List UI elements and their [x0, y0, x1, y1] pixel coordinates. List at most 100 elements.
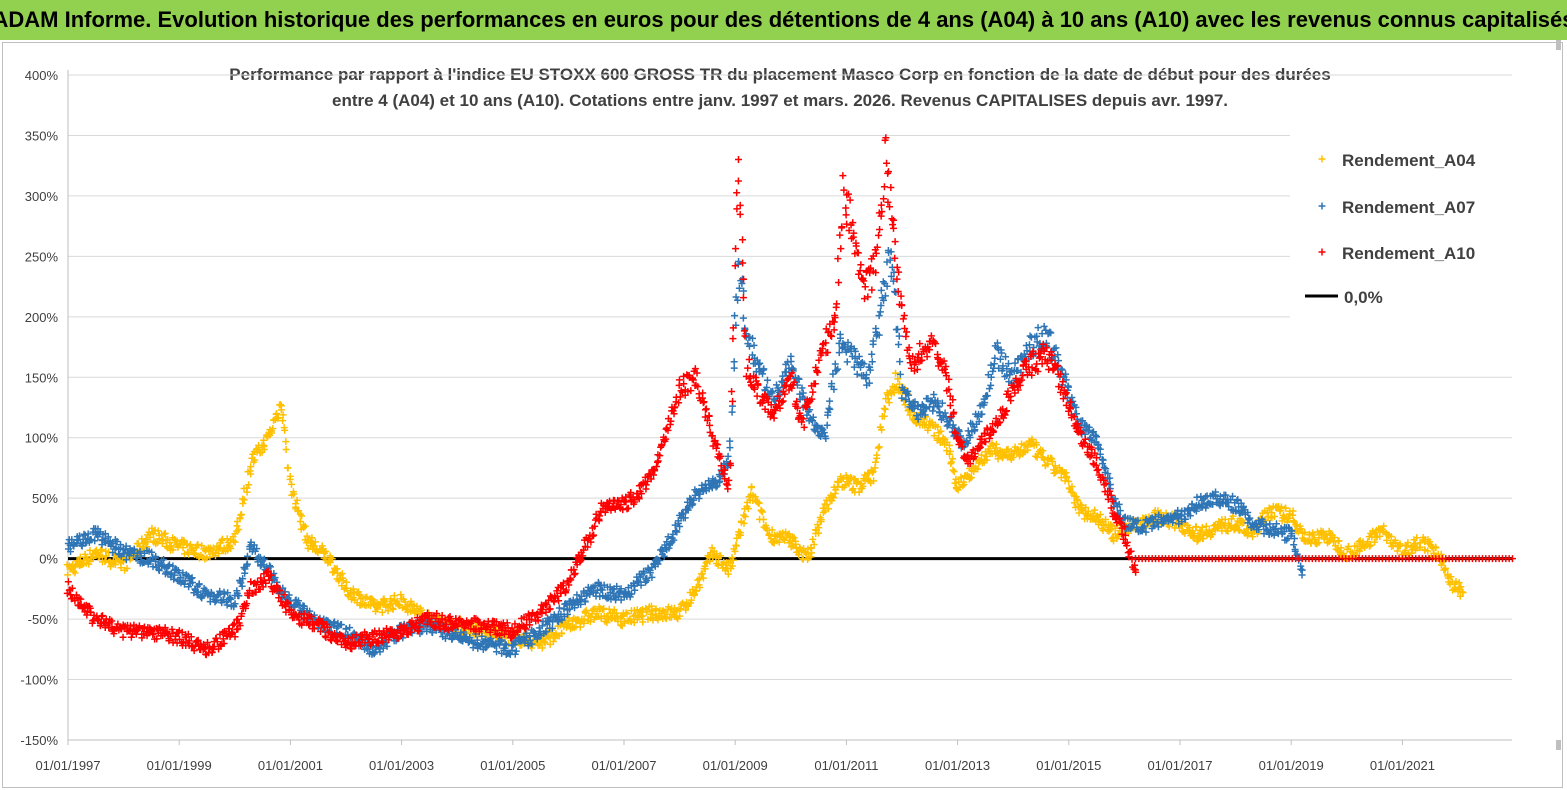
a04-point	[1337, 544, 1345, 552]
a04-point	[260, 445, 268, 453]
a10-point	[64, 578, 72, 586]
resize-handle[interactable]	[1556, 40, 1561, 50]
a04-point	[296, 510, 304, 518]
a04-point	[639, 612, 647, 620]
a07-point	[895, 340, 903, 348]
a04-point	[1282, 504, 1290, 512]
a10-point	[824, 348, 832, 356]
a04-point	[327, 554, 335, 562]
a04-point	[290, 490, 298, 498]
a04-point	[1198, 523, 1206, 531]
a04-point	[894, 375, 902, 383]
a04-point	[874, 444, 882, 452]
a07-point	[739, 314, 747, 322]
a04-point	[959, 482, 967, 490]
a04-point	[809, 535, 817, 543]
x-tick-label: 01/01/2009	[703, 758, 768, 773]
a04-point	[896, 380, 904, 388]
a07-point	[1064, 382, 1072, 390]
a04-point	[950, 468, 958, 476]
a04-point	[872, 458, 880, 466]
a07-point	[875, 312, 883, 320]
a04-point	[618, 612, 626, 620]
a04-point	[880, 405, 888, 413]
a04-point	[231, 538, 239, 546]
y-tick-label: 300%	[25, 189, 59, 204]
a10-point	[846, 196, 854, 204]
a04-point	[160, 530, 168, 538]
a04-point	[724, 570, 732, 578]
a04-point	[339, 574, 347, 582]
a07-point	[1055, 357, 1063, 365]
a04-point	[91, 547, 99, 555]
resize-handle[interactable]	[1556, 740, 1561, 750]
a04-point	[322, 547, 330, 555]
a04-point	[1457, 583, 1465, 591]
a04-point	[1376, 532, 1384, 540]
a04-point	[1285, 514, 1293, 522]
a04-point	[702, 559, 710, 567]
a04-point	[1411, 540, 1419, 548]
a04-point	[1181, 529, 1189, 537]
a04-point	[974, 465, 982, 473]
y-tick-label: 350%	[25, 128, 59, 143]
banner-title: ADAM Informe. Evolution historique des p…	[0, 0, 1567, 40]
a04-point	[1276, 506, 1284, 514]
a04-point	[696, 583, 704, 591]
a07-point	[892, 326, 900, 334]
a04-point	[614, 617, 622, 625]
a04-point	[342, 584, 350, 592]
a04-point	[623, 610, 631, 618]
a04-point	[1424, 547, 1432, 555]
a10-point	[624, 504, 632, 512]
a04-point	[1039, 447, 1047, 455]
a04-point	[949, 466, 957, 474]
a04-point	[662, 615, 670, 623]
a07-point	[728, 408, 736, 416]
a10-point	[875, 231, 883, 239]
x-tick-label: 01/01/2011	[814, 758, 878, 773]
a04-point	[1387, 533, 1395, 541]
a04-point	[949, 455, 957, 463]
a10-point	[836, 231, 844, 239]
a04-point	[1289, 517, 1297, 525]
a07-point	[1026, 332, 1034, 340]
a04-point	[957, 474, 965, 482]
x-tick-label: 01/01/2005	[480, 758, 545, 773]
a10-point	[861, 283, 869, 291]
a04-point	[639, 618, 647, 626]
a10-point	[732, 245, 740, 253]
a10-point	[680, 372, 688, 380]
a10-point	[739, 236, 747, 244]
a07-point	[555, 604, 563, 612]
a07-point	[843, 358, 851, 366]
a04-point	[298, 512, 306, 520]
a10-point	[680, 380, 688, 388]
a04-point	[223, 535, 231, 543]
a04-point	[978, 451, 986, 459]
a04-point	[64, 571, 72, 579]
a04-point	[373, 605, 381, 613]
a04-point	[1028, 435, 1036, 443]
a04-point	[235, 526, 243, 534]
y-tick-label: -150%	[20, 733, 58, 748]
x-tick-label: 01/01/2003	[369, 758, 434, 773]
a04-point	[1219, 521, 1227, 529]
a04-point	[390, 592, 398, 600]
legend-item-zero: 0,0%	[1344, 288, 1383, 307]
a07-point	[799, 389, 807, 397]
a04-point	[744, 505, 752, 513]
a07-point	[825, 404, 833, 412]
a04-point	[881, 405, 889, 413]
a10-point	[891, 238, 899, 246]
y-tick-label: 250%	[25, 249, 59, 264]
a04-point	[884, 395, 892, 403]
a07-point	[1298, 566, 1306, 574]
a04-point	[1235, 526, 1243, 534]
a04-point	[701, 565, 709, 573]
a04-point	[1364, 538, 1372, 546]
a04-point	[1109, 534, 1117, 542]
a04-point	[622, 609, 630, 617]
a04-point	[731, 547, 739, 555]
a04-point	[282, 445, 290, 453]
